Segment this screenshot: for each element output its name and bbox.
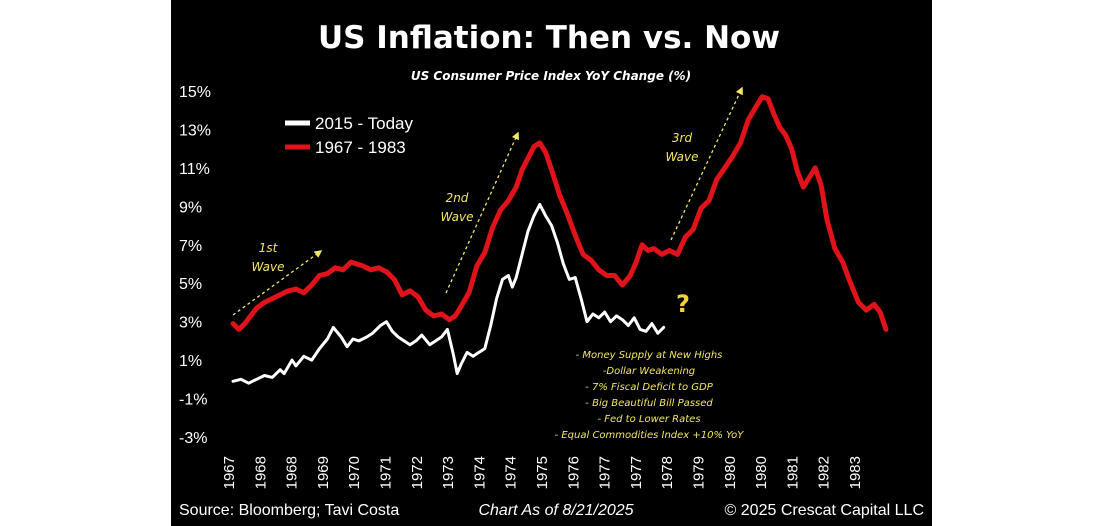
wave-arrows [232, 86, 743, 316]
note-item: - Money Supply at New Highs [576, 350, 723, 361]
legend-label-white: 2015 - Today [315, 114, 413, 133]
wave3-label-line1: 3rd [672, 131, 693, 145]
series-line-2015-today [231, 202, 666, 385]
x-tick-label: 1978 [659, 456, 676, 489]
x-tick-label: 1982 [816, 456, 833, 489]
x-tick-label: 1974 [471, 456, 488, 489]
y-tick-label: 11% [179, 161, 210, 178]
y-tick-label: -3% [179, 430, 207, 447]
x-tick-label: 1977 [597, 456, 614, 489]
note-item: - Fed to Lower Rates [597, 414, 700, 425]
footer-date: Chart As of 8/21/2025 [478, 502, 633, 519]
x-axis: 1967 1968 1968 1969 1970 1971 1972 1973 1974 1974… [221, 456, 864, 489]
y-axis: 15% 13% 11% 9% 7% 5% 3% 1% -1% -3% [179, 84, 211, 447]
y-tick-label: 5% [179, 276, 202, 293]
y-tick-label: -1% [179, 392, 207, 409]
x-tick-label: 1967 [221, 456, 238, 489]
y-tick-label: 15% [179, 84, 211, 101]
x-tick-label: 1968 [252, 456, 269, 489]
x-tick-label: 1969 [315, 456, 332, 489]
x-tick-label: 1977 [628, 456, 645, 489]
x-tick-label: 1981 [784, 456, 801, 489]
x-tick-label: 1979 [691, 456, 708, 489]
legend: 2015 - Today 1967 - 1983 [285, 114, 413, 157]
chart-panel: US Inflation: Then vs. Now US Consumer P… [171, 0, 932, 526]
x-tick-label: 1972 [409, 456, 426, 489]
y-tick-label: 9% [179, 199, 202, 216]
wave1-label-line2: Wave [251, 260, 284, 274]
note-item: -Dollar Weakening [603, 366, 695, 377]
x-tick-label: 1980 [722, 456, 739, 489]
wave2-label-line2: Wave [440, 210, 473, 224]
x-tick-label: 1975 [534, 456, 551, 489]
chart-title: US Inflation: Then vs. Now [318, 20, 780, 56]
series-layer [230, 94, 889, 385]
x-tick-label: 1971 [378, 456, 395, 489]
x-tick-label: 1983 [847, 456, 864, 489]
x-tick-label: 1980 [753, 456, 770, 489]
y-tick-label: 3% [179, 315, 202, 332]
question-mark: ? [676, 290, 690, 318]
series-line-1967-1983 [230, 94, 889, 332]
y-tick-label: 7% [179, 238, 202, 255]
footer-source: Source: Bloomberg; Tavi Costa [179, 502, 399, 519]
wave1-label-line1: 1st [259, 241, 279, 255]
wave1-arrow [232, 250, 323, 316]
footer: Source: Bloomberg; Tavi Costa Chart As o… [179, 502, 924, 519]
inflation-chart: US Inflation: Then vs. Now US Consumer P… [179, 20, 924, 519]
x-tick-label: 1976 [565, 456, 582, 489]
wave-annotations: 1st Wave 2nd Wave 3rd Wave [251, 131, 698, 274]
legend-label-red: 1967 - 1983 [315, 138, 406, 157]
x-tick-label: 1973 [440, 456, 457, 489]
y-tick-label: 13% [179, 122, 211, 139]
x-tick-label: 1970 [346, 456, 363, 489]
footer-copyright: © 2025 Crescat Capital LLC [725, 502, 924, 519]
y-tick-label: 1% [179, 353, 202, 370]
x-tick-label: 1968 [284, 456, 301, 489]
x-tick-label: 1974 [503, 456, 520, 489]
wave3-label-line2: Wave [665, 150, 698, 164]
wave2-arrow [445, 131, 519, 294]
chart-subtitle: US Consumer Price Index YoY Change (%) [411, 69, 691, 83]
wave3-arrow [670, 86, 743, 241]
note-item: - Equal Commodities Index +10% YoY [555, 430, 745, 441]
notes-list: - Money Supply at New Highs -Dollar Weak… [555, 350, 745, 441]
wave2-label-line1: 2nd [446, 191, 469, 205]
note-item: - Big Beautiful Bill Passed [585, 398, 713, 409]
note-item: - 7% Fiscal Deficit to GDP [585, 382, 714, 393]
